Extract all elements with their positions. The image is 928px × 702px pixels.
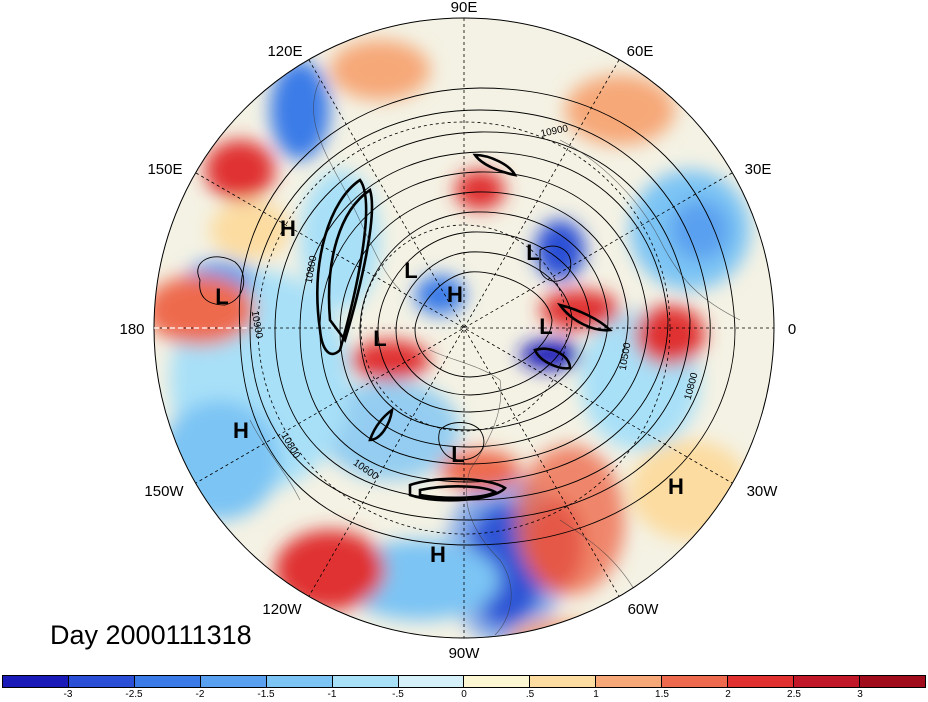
label-150E: 150E xyxy=(147,161,182,178)
colorbar-tick-label: -1 xyxy=(327,689,337,700)
height-contours xyxy=(197,87,736,546)
colorbar-tick-label: -.5 xyxy=(392,689,404,700)
low-center: L xyxy=(404,258,417,283)
colorbar-segment xyxy=(794,676,860,687)
label-90W: 90W xyxy=(449,645,481,662)
colorbar-tick-label: -2 xyxy=(195,689,205,700)
high-center: H xyxy=(447,282,463,307)
coastlines xyxy=(249,79,741,636)
high-center: H xyxy=(668,474,684,499)
colorbar-segment xyxy=(859,676,925,687)
label-30W: 30W xyxy=(747,483,779,500)
colorbar-segment xyxy=(3,676,69,687)
colorbar-tick-label: 1.5 xyxy=(655,689,669,700)
high-center: H xyxy=(233,418,249,443)
map-title: Day 2000111318 xyxy=(50,620,252,650)
contour-label: 10900 xyxy=(249,310,265,340)
colorbar-segment xyxy=(200,676,267,687)
low-center: L xyxy=(215,284,228,309)
colorbar-segment xyxy=(398,676,465,687)
label-120E: 120E xyxy=(267,43,302,60)
colorbar-tick-label: 1 xyxy=(593,689,599,700)
low-center: L xyxy=(451,442,464,467)
jet-contours xyxy=(316,153,613,502)
label-150W: 150W xyxy=(144,483,184,500)
colorbar-tick-label: -3 xyxy=(63,689,73,700)
colorbar-segment xyxy=(530,676,597,687)
low-center: L xyxy=(526,240,539,265)
colorbar-segment xyxy=(68,676,135,687)
graticule xyxy=(154,18,774,638)
colorbar-segment xyxy=(596,676,663,687)
colorbar-tick-label: -1.5 xyxy=(257,689,275,700)
label-120W: 120W xyxy=(262,601,302,618)
colorbar-segment xyxy=(662,676,729,687)
colorbar-segment xyxy=(134,676,201,687)
label-60W: 60W xyxy=(628,601,660,618)
colorbar-tick-label: -2.5 xyxy=(125,689,143,700)
low-center: L xyxy=(539,314,552,339)
label-0: 0 xyxy=(788,321,796,338)
high-center: H xyxy=(280,216,296,241)
colorbar-tick-label: 3 xyxy=(857,689,863,700)
pressure-centers: H L L H L L L H L H H xyxy=(215,216,684,567)
colorbar-segment xyxy=(728,676,795,687)
low-center: L xyxy=(373,326,386,351)
contour-label: 10500 xyxy=(618,341,634,371)
colorbar-tick-label: .5 xyxy=(525,689,535,700)
colorbar-tick-label: 2.5 xyxy=(787,689,801,700)
colorbar-segment xyxy=(464,676,531,687)
contour-label: 10800 xyxy=(304,254,320,284)
colorbar-tick-labels: -3 -2.5 -2 -1.5 -1 -.5 0 .5 1 1.5 2 2.5 3 xyxy=(2,689,926,702)
colorbar xyxy=(2,675,926,688)
label-90E: 90E xyxy=(451,0,478,16)
colorbar-tick-label: 2 xyxy=(725,689,731,700)
label-60E: 60E xyxy=(627,43,654,60)
longitude-labels: 90E 120E 60E 150E 30E 180 0 150W 30W 120… xyxy=(119,0,796,662)
label-30E: 30E xyxy=(745,161,772,178)
colorbar-tick-label: 0 xyxy=(461,689,467,700)
high-center: H xyxy=(430,542,446,567)
colorbar-segment xyxy=(266,676,333,687)
colorbar-segment xyxy=(332,676,399,687)
label-180: 180 xyxy=(119,321,144,338)
